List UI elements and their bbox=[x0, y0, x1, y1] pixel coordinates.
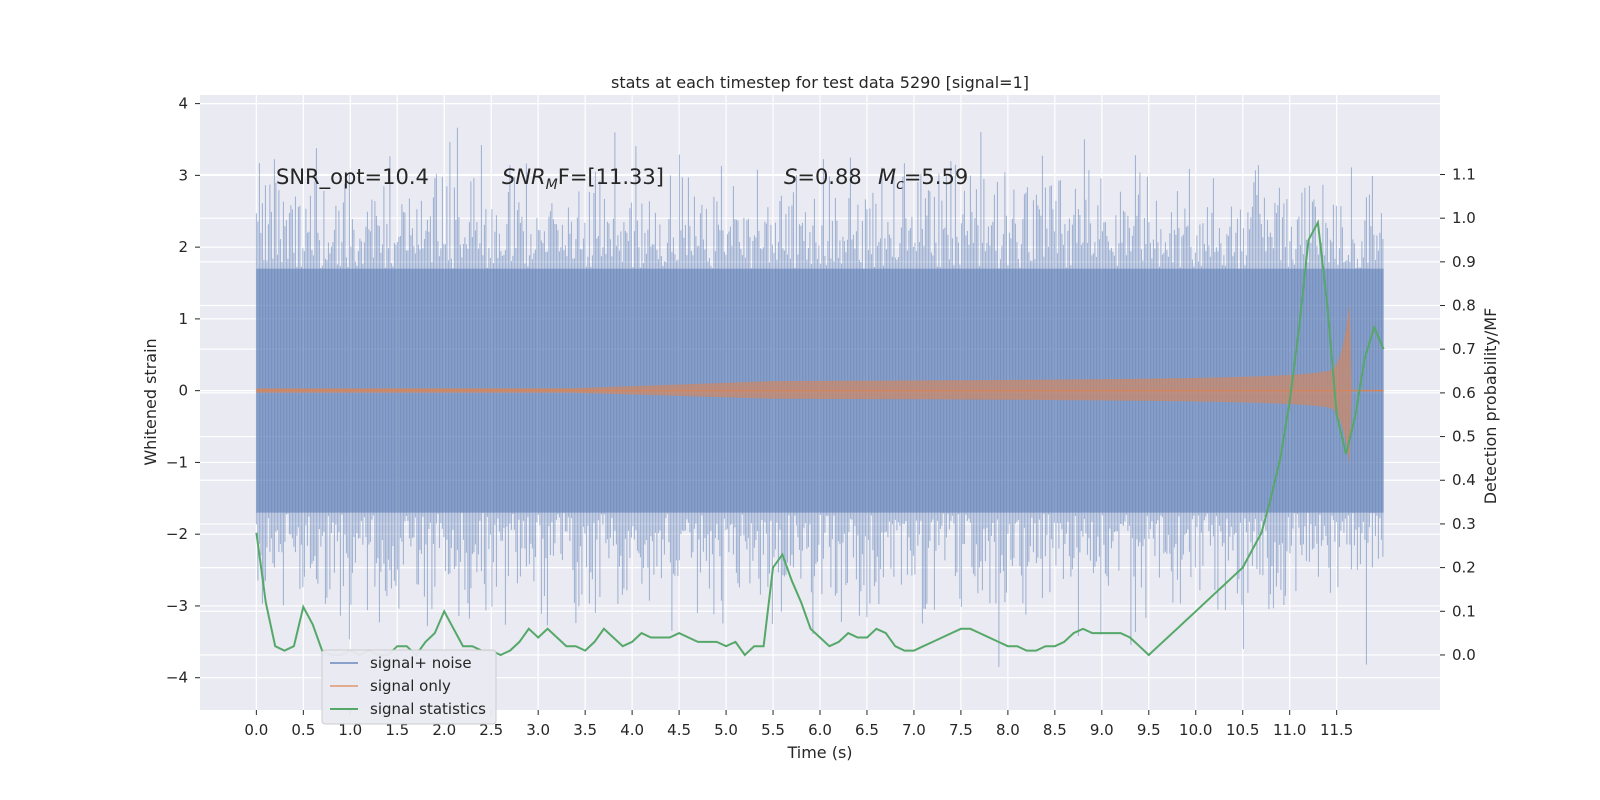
left-y-tick-label: 0 bbox=[178, 382, 188, 400]
right-y-tick-label: 0.4 bbox=[1452, 471, 1476, 489]
right-y-tick-label: 0.6 bbox=[1452, 384, 1476, 402]
mc-sub: c bbox=[896, 177, 904, 193]
x-tick-label: 4.0 bbox=[620, 721, 644, 739]
right-y-tick-label: 0.1 bbox=[1452, 602, 1476, 620]
left-y-tick-label: −4 bbox=[166, 669, 188, 687]
mc-value: =5.59 bbox=[904, 165, 968, 189]
right-y-tick-labels: 1.1 1.0 0.9 0.8 0.7 0.6 0.5 0.4 0.3 0.2 0.1 0.0 bbox=[1440, 165, 1476, 664]
x-tick-label: 2.0 bbox=[432, 721, 456, 739]
right-y-tick-label: 0.2 bbox=[1452, 559, 1476, 577]
x-tick-label: 11.5 bbox=[1320, 721, 1353, 739]
chart-title: stats at each timestep for test data 529… bbox=[611, 73, 1029, 92]
x-tick-label: 5.5 bbox=[761, 721, 785, 739]
x-tick-label: 6.5 bbox=[855, 721, 879, 739]
snr-mf-annotation: SNRMF=[11.33] bbox=[502, 165, 664, 193]
x-tick-label: 2.5 bbox=[479, 721, 503, 739]
snr-mf-main: SNR bbox=[502, 165, 546, 189]
right-y-tick-label: 1.1 bbox=[1452, 165, 1476, 183]
legend-label-signal-plus-noise: signal+ noise bbox=[370, 654, 472, 672]
x-tick-label: 7.0 bbox=[902, 721, 926, 739]
right-y-tick-label: 0.3 bbox=[1452, 515, 1476, 533]
left-y-tick-label: −3 bbox=[166, 597, 188, 615]
left-y-tick-labels: 4 3 2 1 0 −1 −2 −3 −4 bbox=[166, 95, 200, 687]
x-tick-label: 9.5 bbox=[1137, 721, 1161, 739]
s-value: =0.88 bbox=[797, 165, 861, 189]
left-y-tick-label: 3 bbox=[178, 166, 188, 184]
x-tick-label: 9.0 bbox=[1090, 721, 1114, 739]
legend-box bbox=[321, 649, 497, 725]
chirp-mass-annotation: Mc=5.59 bbox=[878, 165, 968, 193]
x-tick-label: 0.0 bbox=[244, 721, 268, 739]
statistics-line bbox=[255, 219, 1385, 657]
x-tick-label: 3.5 bbox=[573, 721, 597, 739]
legend: signal+ noise signal only signal statist… bbox=[321, 649, 497, 725]
left-y-tick-label: −2 bbox=[166, 525, 188, 543]
x-axis-label: Time (s) bbox=[786, 743, 852, 762]
right-y-tick-label: 0.8 bbox=[1452, 297, 1476, 315]
x-tick-labels: 0.0 0.5 1.0 1.5 2.0 2.5 3.0 3.5 4.0 4.5 5.0 5.5 6.0 6… bbox=[244, 710, 1353, 739]
legend-label-signal-statistics: signal statistics bbox=[370, 700, 486, 718]
left-y-tick-label: 4 bbox=[178, 95, 188, 113]
right-y-axis-label: Detection probability/MF bbox=[1481, 308, 1500, 505]
x-tick-label: 1.5 bbox=[385, 721, 409, 739]
left-y-tick-label: −1 bbox=[166, 453, 188, 471]
x-tick-label: 1.0 bbox=[338, 721, 362, 739]
right-y-tick-label: 0.7 bbox=[1452, 340, 1476, 358]
left-y-tick-label: 2 bbox=[178, 238, 188, 256]
snr-mf-sub: M bbox=[546, 177, 558, 193]
x-tick-label: 8.5 bbox=[1043, 721, 1067, 739]
s-label: S bbox=[784, 165, 797, 189]
x-tick-label: 7.5 bbox=[949, 721, 973, 739]
x-tick-label: 4.5 bbox=[667, 721, 691, 739]
snr-mf-rest: F=[11.33] bbox=[558, 165, 664, 189]
x-tick-label: 3.0 bbox=[526, 721, 550, 739]
snr-opt-annotation: SNR_opt=10.4 bbox=[276, 165, 429, 190]
signal-statistics-series bbox=[255, 219, 1385, 657]
x-tick-label: 6.0 bbox=[808, 721, 832, 739]
x-tick-label: 10.5 bbox=[1226, 721, 1259, 739]
signal-envelope bbox=[256, 304, 1384, 465]
left-y-axis-label: Whitened strain bbox=[141, 338, 160, 465]
signal-only-series bbox=[256, 304, 1384, 465]
right-y-tick-label: 1.0 bbox=[1452, 209, 1476, 227]
left-y-tick-label: 1 bbox=[178, 310, 188, 328]
legend-label-signal-only: signal only bbox=[370, 677, 451, 695]
x-tick-label: 5.0 bbox=[714, 721, 738, 739]
x-tick-label: 10.0 bbox=[1179, 721, 1212, 739]
right-y-tick-label: 0.5 bbox=[1452, 428, 1476, 446]
mc-label: M bbox=[878, 165, 896, 189]
x-tick-label: 11.0 bbox=[1273, 721, 1306, 739]
x-tick-label: 8.0 bbox=[996, 721, 1020, 739]
overlap-annotation: S=0.88 bbox=[784, 165, 862, 189]
right-y-tick-label: 0.0 bbox=[1452, 646, 1476, 664]
x-tick-label: 0.5 bbox=[291, 721, 315, 739]
right-y-tick-label: 0.9 bbox=[1452, 253, 1476, 271]
